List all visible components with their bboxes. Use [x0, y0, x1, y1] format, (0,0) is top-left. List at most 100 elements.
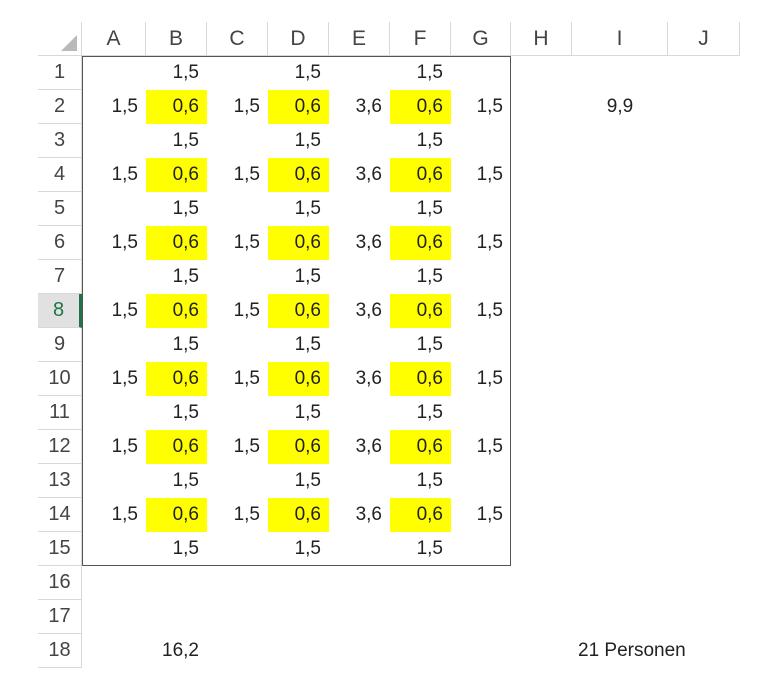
cell-b12[interactable]: 0,6: [146, 430, 207, 464]
cell-g6[interactable]: 1,5: [476, 232, 503, 253]
cell-f8[interactable]: 0,6: [390, 294, 451, 328]
row-header-5[interactable]: 5: [38, 192, 82, 226]
cell-b9[interactable]: 1,5: [172, 334, 199, 355]
cell-d4[interactable]: 0,6: [268, 158, 329, 192]
row-header-12[interactable]: 12: [38, 430, 82, 464]
cell-b11[interactable]: 1,5: [172, 402, 199, 423]
cell-b8[interactable]: 0,6: [146, 294, 207, 328]
cell-g2[interactable]: 1,5: [476, 96, 503, 117]
cell-g14[interactable]: 1,5: [476, 504, 503, 525]
cell-f11[interactable]: 1,5: [416, 402, 443, 423]
cell-f9[interactable]: 1,5: [416, 334, 443, 355]
cell-e6[interactable]: 3,6: [355, 232, 382, 253]
cell-c2[interactable]: 1,5: [233, 96, 260, 117]
cell-f1[interactable]: 1,5: [416, 62, 443, 83]
cell-b6[interactable]: 0,6: [146, 226, 207, 260]
cell-b5[interactable]: 1,5: [172, 198, 199, 219]
row-header-3[interactable]: 3: [38, 124, 82, 158]
column-header-f[interactable]: F: [390, 22, 451, 56]
cell-f2[interactable]: 0,6: [390, 90, 451, 124]
cell-c10[interactable]: 1,5: [233, 368, 260, 389]
row-header-13[interactable]: 13: [38, 464, 82, 498]
cell-b10[interactable]: 0,6: [146, 362, 207, 396]
cell-f3[interactable]: 1,5: [416, 130, 443, 151]
cell-c8[interactable]: 1,5: [233, 300, 260, 321]
cell-g8[interactable]: 1,5: [476, 300, 503, 321]
column-header-i[interactable]: I: [572, 22, 668, 56]
cell-d8[interactable]: 0,6: [268, 294, 329, 328]
row-header-11[interactable]: 11: [38, 396, 82, 430]
row-header-14[interactable]: 14: [38, 498, 82, 532]
row-header-15[interactable]: 15: [38, 532, 82, 566]
cell-c4[interactable]: 1,5: [233, 164, 260, 185]
select-all-corner[interactable]: [38, 22, 82, 56]
row-header-1[interactable]: 1: [38, 56, 82, 90]
row-header-8[interactable]: 8: [38, 294, 82, 328]
cell-f7[interactable]: 1,5: [416, 266, 443, 287]
row-header-9[interactable]: 9: [38, 328, 82, 362]
cell-b1[interactable]: 1,5: [172, 62, 199, 83]
row-header-4[interactable]: 4: [38, 158, 82, 192]
cell-e12[interactable]: 3,6: [355, 436, 382, 457]
cell-e14[interactable]: 3,6: [355, 504, 382, 525]
column-header-j[interactable]: J: [668, 22, 740, 56]
cell-d9[interactable]: 1,5: [294, 334, 321, 355]
cell-d5[interactable]: 1,5: [294, 198, 321, 219]
cell-b14[interactable]: 0,6: [146, 498, 207, 532]
row-header-2[interactable]: 2: [38, 90, 82, 124]
column-header-c[interactable]: C: [207, 22, 268, 56]
cell-f5[interactable]: 1,5: [416, 198, 443, 219]
cell-a2[interactable]: 1,5: [111, 96, 138, 117]
cell-d15[interactable]: 1,5: [294, 538, 321, 559]
cell-d7[interactable]: 1,5: [294, 266, 321, 287]
column-header-a[interactable]: A: [82, 22, 146, 56]
cell-d1[interactable]: 1,5: [294, 62, 321, 83]
column-header-e[interactable]: E: [329, 22, 390, 56]
cell-i2[interactable]: 9,9: [606, 96, 634, 117]
cell-d10[interactable]: 0,6: [268, 362, 329, 396]
cell-a6[interactable]: 1,5: [111, 232, 138, 253]
column-header-d[interactable]: D: [268, 22, 329, 56]
cell-c12[interactable]: 1,5: [233, 436, 260, 457]
cell-b13[interactable]: 1,5: [172, 470, 199, 491]
cell-a8[interactable]: 1,5: [111, 300, 138, 321]
row-header-16[interactable]: 16: [38, 566, 82, 600]
cell-e10[interactable]: 3,6: [355, 368, 382, 389]
row-header-10[interactable]: 10: [38, 362, 82, 396]
cell-a14[interactable]: 1,5: [111, 504, 138, 525]
column-header-h[interactable]: H: [511, 22, 572, 56]
column-header-g[interactable]: G: [451, 22, 511, 56]
cell-e4[interactable]: 3,6: [355, 164, 382, 185]
cell-d11[interactable]: 1,5: [294, 402, 321, 423]
cell-g4[interactable]: 1,5: [476, 164, 503, 185]
cell-c14[interactable]: 1,5: [233, 504, 260, 525]
cell-d13[interactable]: 1,5: [294, 470, 321, 491]
cell-g10[interactable]: 1,5: [476, 368, 503, 389]
cell-e8[interactable]: 3,6: [355, 300, 382, 321]
cell-d6[interactable]: 0,6: [268, 226, 329, 260]
cell-f4[interactable]: 0,6: [390, 158, 451, 192]
cell-d3[interactable]: 1,5: [294, 130, 321, 151]
cell-d2[interactable]: 0,6: [268, 90, 329, 124]
cell-f13[interactable]: 1,5: [416, 470, 443, 491]
cell-d14[interactable]: 0,6: [268, 498, 329, 532]
cell-a10[interactable]: 1,5: [111, 368, 138, 389]
cell-f14[interactable]: 0,6: [390, 498, 451, 532]
cell-g12[interactable]: 1,5: [476, 436, 503, 457]
row-header-6[interactable]: 6: [38, 226, 82, 260]
row-header-17[interactable]: 17: [38, 600, 82, 634]
cell-f15[interactable]: 1,5: [416, 538, 443, 559]
cell-i18[interactable]: 21 Personen: [578, 640, 686, 661]
cell-a4[interactable]: 1,5: [111, 164, 138, 185]
cell-b18[interactable]: 16,2: [162, 640, 199, 661]
cell-f6[interactable]: 0,6: [390, 226, 451, 260]
cell-d12[interactable]: 0,6: [268, 430, 329, 464]
cell-f10[interactable]: 0,6: [390, 362, 451, 396]
cell-f12[interactable]: 0,6: [390, 430, 451, 464]
row-header-7[interactable]: 7: [38, 260, 82, 294]
cell-b3[interactable]: 1,5: [172, 130, 199, 151]
row-header-18[interactable]: 18: [38, 634, 82, 668]
cell-b4[interactable]: 0,6: [146, 158, 207, 192]
column-header-b[interactable]: B: [146, 22, 207, 56]
